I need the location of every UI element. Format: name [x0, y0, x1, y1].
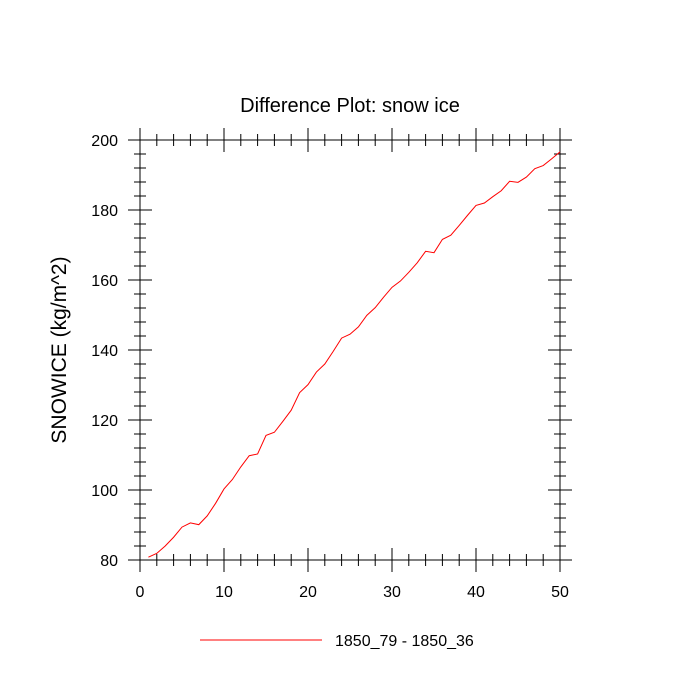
series-layer — [148, 151, 561, 558]
x-tick-label: 50 — [551, 584, 569, 601]
chart-title: Difference Plot: snow ice — [240, 95, 460, 117]
series-line — [148, 151, 561, 558]
y-axis-label: SNOWICE (kg/m^2) — [48, 256, 71, 443]
y-tick-label: 100 — [91, 483, 118, 500]
x-tick-label: 40 — [467, 584, 485, 601]
axis-tick-labels: 0 10 20 30 40 50 80 100 120 140 160 180 200 — [91, 133, 569, 601]
y-tick-label: 80 — [100, 553, 118, 570]
legend-label: 1850_79 - 1850_36 — [335, 633, 474, 650]
plot-frame — [139, 139, 561, 561]
axis-ticks — [128, 128, 572, 572]
x-tick-label: 0 — [136, 584, 145, 601]
y-tick-label: 160 — [91, 273, 118, 290]
y-tick-label: 180 — [91, 203, 118, 220]
y-tick-label: 120 — [91, 413, 118, 430]
x-tick-label: 20 — [299, 584, 317, 601]
y-tick-label: 200 — [91, 133, 118, 150]
x-tick-label: 10 — [215, 584, 233, 601]
y-tick-label: 140 — [91, 343, 118, 360]
legend: 1850_79 - 1850_36 — [200, 633, 474, 650]
x-tick-label: 30 — [383, 584, 401, 601]
